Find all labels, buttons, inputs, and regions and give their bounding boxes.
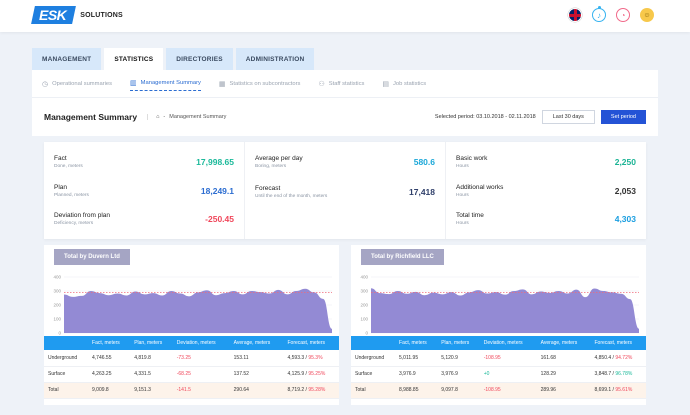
stat-value: 18,249.1: [200, 185, 234, 196]
panel-title: Total by Richfield LLC: [361, 249, 444, 265]
stat-forecast: Forecast Until the end of the month, mete…: [255, 185, 435, 199]
stats-column-meters: Fact Done, meters 17,998.65 Plan Planned, …: [44, 142, 245, 239]
stat-value: 17,998.65: [196, 157, 234, 167]
area-series: [371, 288, 639, 333]
page-header: Management Summary ⌂ - Management Summar…: [32, 98, 658, 136]
logo-text: SOLUTIONS: [80, 11, 123, 19]
alarm-icon[interactable]: ◔: [616, 8, 630, 22]
stat-average: Average per day Boring, meters 580.6: [255, 155, 435, 169]
y-tick-label: 200: [360, 303, 368, 308]
clock-icon: ◷: [42, 80, 49, 88]
stat-value: 2,053: [614, 185, 636, 196]
stat-deviation: Deviation from plan Deficiency, meters -2…: [54, 212, 234, 226]
selected-period: Selected period: 03.10.2018 - 02.11.2018: [434, 114, 536, 120]
panel-duvern: Total by Duvern Ltd 400 300 200 100 0 Fact, …: [44, 245, 339, 405]
summary-table: Fact, meters Plan, meters Deviation, met…: [44, 336, 339, 399]
area-chart: 400 300 200 100 0: [53, 275, 332, 336]
stat-value: 17,418: [409, 187, 435, 197]
table-row: Surface 4,263.25 4,331.5 -68.25 137.52 4,12…: [44, 366, 339, 383]
summary-stats: Fact Done, meters 17,998.65 Plan Planned, …: [44, 142, 646, 239]
main-tabs: MANAGEMENT STATISTICS DIRECTORIES ADMINI…: [32, 48, 315, 70]
y-tick-label: 400: [53, 275, 61, 280]
document-icon: ▤: [382, 80, 389, 88]
logo[interactable]: ESK SOLUTIONS: [31, 5, 123, 25]
tab-management[interactable]: MANAGEMENT: [32, 48, 102, 70]
people-icon: ⚇: [318, 80, 325, 88]
table-row: Surface 3,976.9 3,976.9 +0 128.29 3,848.7 /…: [351, 366, 646, 383]
y-tick-label: 0: [58, 331, 61, 336]
y-tick-label: 400: [360, 275, 368, 280]
summary-table: Fact, meters Plan, meters Deviation, met…: [351, 336, 646, 399]
top-icons: ♪ ◔ ☺: [568, 6, 654, 22]
y-tick-label: 100: [360, 317, 368, 322]
logo-mark: ESK: [31, 6, 77, 24]
user-avatar-icon[interactable]: ☺: [640, 8, 654, 22]
stat-total-time: Total time Hours 4,303: [456, 212, 636, 226]
y-tick-label: 200: [53, 303, 61, 308]
breadcrumb-separator: -: [163, 114, 166, 120]
bell-icon[interactable]: ♪: [592, 6, 606, 22]
stat-value: 2,250: [614, 157, 636, 167]
stat-value: 4,303: [614, 214, 636, 224]
stat-fact: Fact Done, meters 17,998.65: [54, 155, 234, 169]
area-chart: 400 300 200 100 0: [360, 275, 639, 336]
building-icon: ▦: [218, 80, 226, 88]
y-tick-label: 0: [365, 331, 368, 336]
last-30-days-button[interactable]: Last 30 days: [541, 110, 595, 124]
table-row: Underground 4,746.55 4,819.8 -73.25 153.11 …: [44, 350, 339, 367]
y-tick-label: 300: [360, 289, 368, 294]
bar-chart-icon: ▥: [130, 80, 137, 87]
subnav-operational-summaries[interactable]: ◷ Operational summaries: [42, 80, 113, 88]
tab-administration[interactable]: ADMINISTRATION: [235, 48, 315, 70]
tab-statistics[interactable]: STATISTICS: [104, 48, 164, 70]
stat-value: -250.45: [205, 214, 234, 224]
table-row-total: Total 8,988.85 9,097.8 -108.95 289.96 8,699…: [351, 382, 646, 399]
page-title: Management Summary: [44, 112, 138, 122]
subnav-job-statistics[interactable]: ▤ Job statistics: [382, 80, 427, 88]
subnav-subcontractors[interactable]: ▦ Statistics on subcontractors: [218, 80, 301, 88]
stat-value: 580.6: [413, 157, 435, 167]
stat-plan: Plan Planned, meters 18,249.1: [54, 183, 234, 198]
set-period-button[interactable]: Set period: [600, 110, 646, 124]
home-icon[interactable]: ⌂: [156, 114, 160, 120]
table-row: Underground 5,011.95 5,120.9 -108.95 161.68…: [351, 350, 646, 367]
subnav-staff-statistics[interactable]: ⚇ Staff statistics: [318, 80, 365, 88]
uk-flag-icon[interactable]: [568, 8, 582, 22]
panel-richfield: Total by Richfield LLC 400 300 200 100 0 Fac…: [351, 245, 646, 405]
stat-additional-works: Additional works Hours 2,053: [456, 183, 636, 198]
breadcrumb: ⌂ - Management Summary: [147, 114, 226, 120]
area-series: [64, 288, 332, 333]
subnav-management-summary[interactable]: ▥ Management Summary: [130, 77, 201, 91]
breadcrumb-item: Management Summary: [169, 114, 227, 120]
y-tick-label: 300: [53, 289, 61, 294]
stat-basic-work: Basic work Hours 2,250: [456, 155, 636, 169]
top-bar: ESK SOLUTIONS ♪ ◔ ☺: [0, 0, 690, 32]
y-tick-label: 100: [53, 317, 61, 322]
sub-navigation: ◷ Operational summaries ▥ Management Summa…: [32, 70, 658, 98]
panel-title: Total by Duvern Ltd: [54, 249, 130, 265]
stats-column-hours: Basic work Hours 2,250 Additional works Ho…: [446, 142, 646, 239]
tab-directories[interactable]: DIRECTORIES: [166, 48, 233, 70]
table-row-total: Total 9,009.8 9,151.3 -141.5 290.64 8,719.2…: [44, 382, 339, 399]
stats-column-average: Average per day Boring, meters 580.6 Fore…: [245, 142, 446, 239]
